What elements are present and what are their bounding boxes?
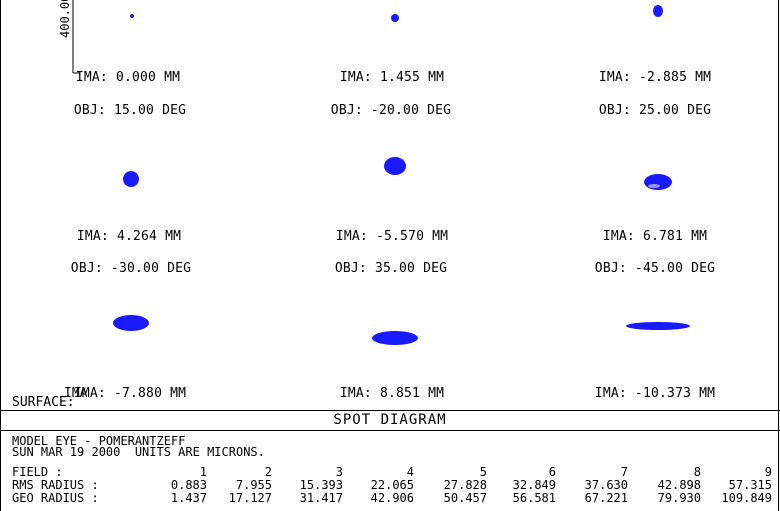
row-label-field: FIELD : [12,465,63,479]
ima-label-3: IMA: -2.885 MM [598,70,712,85]
obj-label-5: OBJ: 35.00 DEG [334,261,448,276]
table-cell-geo-7: 67.221 [584,491,628,505]
ima-label-8: IMA: 8.851 MM [339,386,445,401]
spot-field-3 [653,5,663,17]
table-cell-rms-3: 15.393 [299,478,343,492]
scale-label: 400.00 [58,0,72,38]
table-cell-geo-1: 1.437 [170,491,207,505]
ima-label-7: IMA: -7.880 MM [73,386,187,401]
surface-value: IMA [64,386,88,401]
spot-field-9 [626,322,690,330]
title-divider-bottom [0,430,780,431]
title-divider-top [0,410,780,411]
table-cell-geo-8: 79.930 [657,491,701,505]
right-border [778,0,779,511]
model-line: MODEL EYE - POMERANTZEFF [12,434,186,448]
row-label-rms: RMS RADIUS : [12,478,99,492]
ima-label-9: IMA: -10.373 MM [594,386,716,401]
spot-field-6 [644,174,672,190]
table-cell-rms-1: 0.883 [170,478,207,492]
table-cell-field-6: 6 [548,465,556,479]
table-cell-rms-4: 22.065 [370,478,414,492]
table-cell-rms-2: 7.955 [235,478,272,492]
table-cell-field-3: 3 [335,465,343,479]
table-cell-geo-5: 50.457 [443,491,487,505]
table-cell-field-4: 4 [406,465,414,479]
table-cell-geo-4: 42.906 [370,491,414,505]
table-cell-rms-6: 32.849 [512,478,556,492]
table-cell-field-8: 8 [693,465,701,479]
obj-label-1: OBJ: 15.00 DEG [73,103,187,118]
table-cell-geo-2: 17.127 [228,491,272,505]
surface-label: SURFACE: [12,395,75,410]
table-cell-geo-3: 31.417 [299,491,343,505]
obj-label-4: OBJ: -30.00 DEG [70,261,192,276]
spot-field-1 [130,14,134,18]
spot-field-2 [391,14,399,22]
table-cell-field-7: 7 [620,465,628,479]
row-label-geo: GEO RADIUS : [12,491,99,505]
spot-field-8 [372,331,418,345]
date-line: SUN MAR 19 2000 UNITS ARE MICRONS. [12,445,265,459]
spot-field-4 [123,171,139,187]
ima-label-1: IMA: 0.000 MM [75,70,181,85]
table-cell-field-9: 9 [764,465,772,479]
ima-label-4: IMA: 4.264 MM [76,229,182,244]
table-cell-field-2: 2 [264,465,272,479]
table-cell-rms-9: 57.315 [728,478,772,492]
ima-label-6: IMA: 6.781 MM [602,229,708,244]
obj-label-2: OBJ: -20.00 DEG [330,103,452,118]
table-cell-field-1: 1 [199,465,207,479]
table-cell-geo-6: 56.581 [512,491,556,505]
spot-field-6-hole [648,184,660,188]
obj-label-3: OBJ: 25.00 DEG [598,103,712,118]
diagram-title: SPOT DIAGRAM [333,412,447,428]
table-cell-geo-9: 109.849 [721,491,772,505]
ima-label-2: IMA: 1.455 MM [339,70,445,85]
obj-label-6: OBJ: -45.00 DEG [594,261,716,276]
table-cell-field-5: 5 [479,465,487,479]
table-cell-rms-5: 27.828 [443,478,487,492]
spot-field-5 [384,157,406,175]
table-cell-rms-7: 37.630 [584,478,628,492]
spot-field-7 [113,315,149,331]
ima-label-5: IMA: -5.570 MM [335,229,449,244]
table-cell-rms-8: 42.898 [657,478,701,492]
